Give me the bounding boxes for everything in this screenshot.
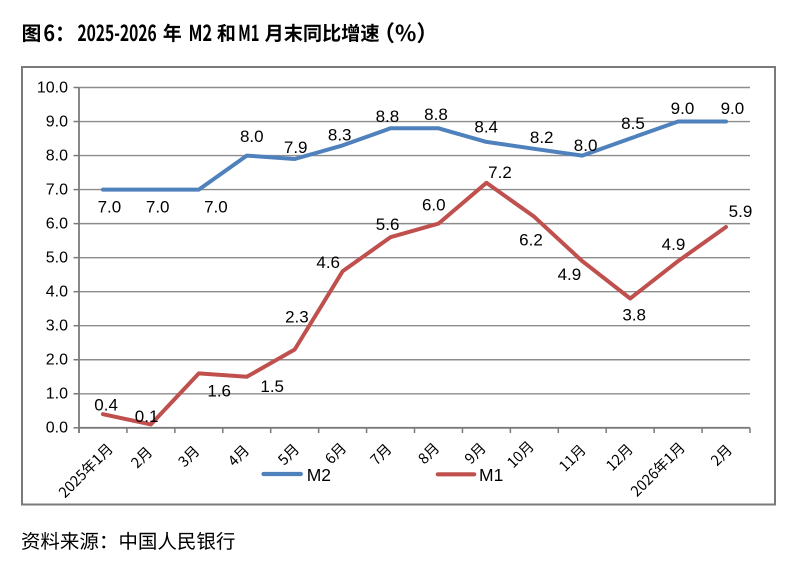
svg-text:0.4: 0.4 — [94, 395, 118, 414]
svg-text:6.2: 6.2 — [519, 231, 543, 250]
svg-text:6.0: 6.0 — [422, 195, 446, 214]
svg-text:8.0: 8.0 — [46, 147, 68, 164]
svg-text:4.6: 4.6 — [316, 253, 340, 272]
svg-text:7.0: 7.0 — [204, 198, 228, 217]
svg-text:0.0: 0.0 — [46, 420, 68, 437]
svg-text:5.6: 5.6 — [376, 215, 400, 234]
svg-text:7.0: 7.0 — [98, 198, 122, 217]
svg-text:7.9: 7.9 — [284, 138, 308, 157]
svg-text:0.1: 0.1 — [135, 407, 159, 426]
svg-text:8.0: 8.0 — [574, 136, 598, 155]
svg-text:8.8: 8.8 — [376, 107, 400, 126]
svg-text:2.0: 2.0 — [46, 352, 68, 369]
svg-text:9.0: 9.0 — [721, 99, 745, 118]
svg-text:8.2: 8.2 — [530, 128, 554, 147]
svg-text:4.9: 4.9 — [558, 265, 582, 284]
svg-text:6.0: 6.0 — [46, 215, 68, 232]
svg-text:7.0: 7.0 — [146, 198, 170, 217]
svg-text:M1: M1 — [479, 465, 503, 485]
svg-text:5.0: 5.0 — [46, 249, 68, 266]
svg-text:8.3: 8.3 — [328, 126, 352, 145]
svg-text:5.9: 5.9 — [729, 202, 753, 221]
svg-text:7.0: 7.0 — [46, 181, 68, 198]
svg-text:8.4: 8.4 — [474, 118, 498, 137]
svg-text:1.6: 1.6 — [207, 382, 231, 401]
svg-text:M2: M2 — [307, 465, 331, 485]
svg-text:4.0: 4.0 — [46, 284, 68, 301]
svg-text:3.0: 3.0 — [46, 318, 68, 335]
svg-text:1.0: 1.0 — [46, 386, 68, 403]
svg-text:8.5: 8.5 — [621, 114, 645, 133]
svg-text:9.0: 9.0 — [46, 113, 68, 130]
svg-text:8.0: 8.0 — [240, 127, 264, 146]
svg-text:9.0: 9.0 — [671, 99, 695, 118]
svg-text:10.0: 10.0 — [37, 79, 68, 96]
svg-text:3.8: 3.8 — [622, 305, 646, 324]
svg-text:8.8: 8.8 — [424, 105, 448, 124]
svg-text:1.5: 1.5 — [260, 377, 284, 396]
svg-text:2.3: 2.3 — [285, 308, 309, 327]
svg-text:7.2: 7.2 — [488, 163, 512, 182]
svg-text:4.9: 4.9 — [662, 235, 686, 254]
